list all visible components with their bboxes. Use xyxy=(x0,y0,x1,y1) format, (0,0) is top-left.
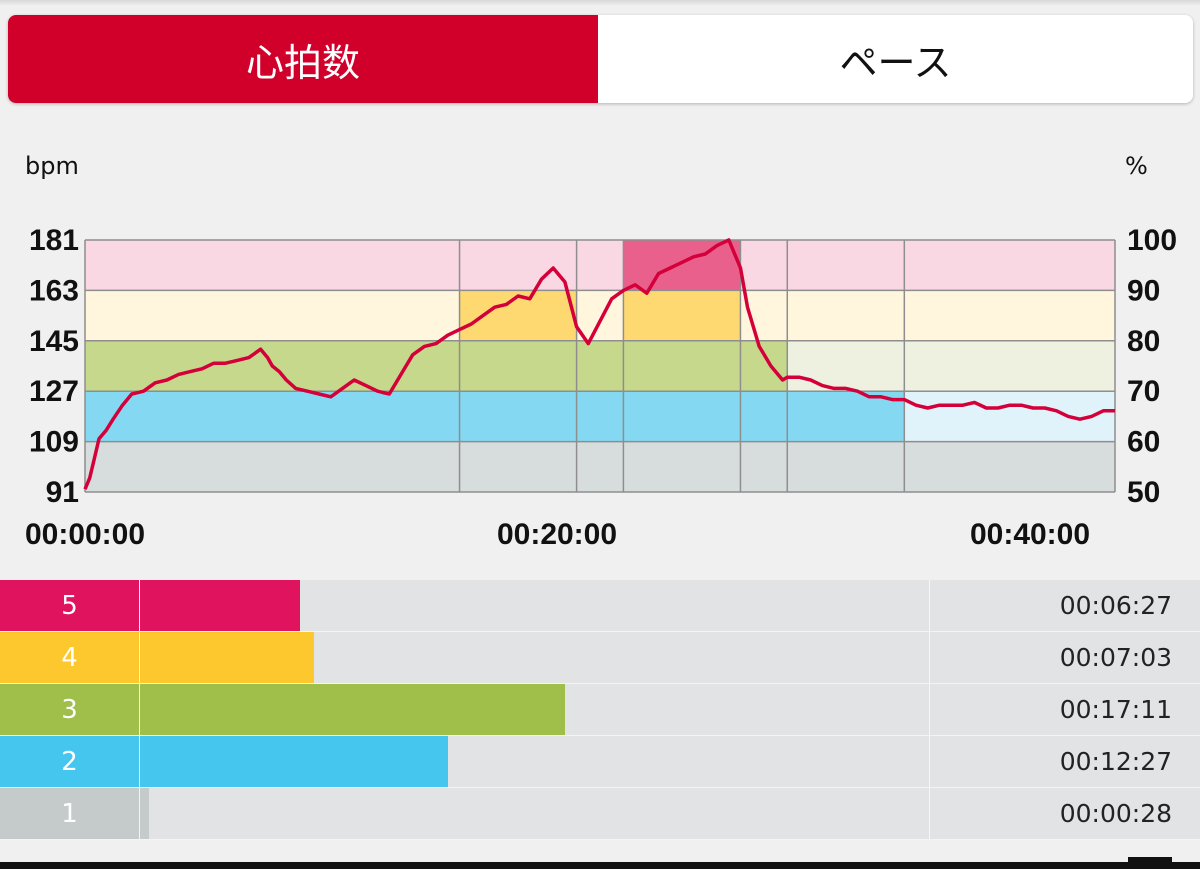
zone-number: 5 xyxy=(0,580,139,631)
zone-band xyxy=(740,441,788,492)
zone-separator xyxy=(139,580,140,631)
zone-row: 5 00:06:27 xyxy=(0,580,1200,632)
zone-band xyxy=(459,391,577,442)
zone-time-separator xyxy=(929,684,930,735)
zone-time-separator xyxy=(929,580,930,631)
zone-band xyxy=(576,441,624,492)
zone-separator xyxy=(139,684,140,735)
y2-tick-label: 80 xyxy=(1127,325,1160,358)
x-tick-label: 00:40:00 xyxy=(970,518,1090,551)
y-tick-label: 181 xyxy=(29,225,79,257)
left-axis-unit: bpm xyxy=(25,152,79,180)
zone-separator xyxy=(139,788,140,839)
zone-band xyxy=(904,240,1115,291)
y-tick-label: 109 xyxy=(29,426,79,459)
zone-band xyxy=(904,340,1115,392)
zone-row: 3 00:17:11 xyxy=(0,684,1200,736)
zone-band xyxy=(787,240,905,291)
zone-list: 5 00:06:27 4 00:07:03 3 00:17:11 2 00:12:27 1 00:… xyxy=(0,580,1200,840)
zone-band xyxy=(740,240,788,291)
zone-time: 00:17:11 xyxy=(1059,695,1172,724)
zone-band xyxy=(787,340,905,392)
zone-band xyxy=(623,340,741,392)
zone-time: 00:07:03 xyxy=(1059,643,1172,672)
zone-band xyxy=(623,391,741,442)
zone-time-separator xyxy=(929,736,930,787)
bottom-bar xyxy=(0,862,1200,869)
zone-row: 1 00:00:28 xyxy=(0,788,1200,840)
zone-band xyxy=(623,441,741,492)
y-tick-label: 127 xyxy=(29,375,79,408)
zone-bar xyxy=(140,684,565,735)
zone-band xyxy=(576,290,624,341)
zone-separator xyxy=(139,736,140,787)
zone-time: 00:06:27 xyxy=(1059,591,1172,620)
zone-band xyxy=(740,391,788,442)
zone-band xyxy=(904,290,1115,341)
tab-pace[interactable]: ペース xyxy=(598,15,1193,103)
heart-rate-chart: 181 163 145 127 109 91 100 90 80 70 60 50 00:00:00 00… xyxy=(25,225,1177,551)
y2-tick-label: 50 xyxy=(1127,476,1160,509)
zone-time-separator xyxy=(929,632,930,683)
y2-tick-label: 60 xyxy=(1127,426,1160,459)
zone-band xyxy=(904,391,1115,442)
zone-band xyxy=(85,441,460,492)
x-tick-label: 00:00:00 xyxy=(25,518,145,551)
right-axis-unit: % xyxy=(1125,152,1148,180)
zone-band xyxy=(459,441,577,492)
heart-rate-line xyxy=(83,238,1115,490)
zone-bar xyxy=(140,580,300,631)
zone-band xyxy=(85,391,460,442)
y-tick-label: 145 xyxy=(29,325,79,358)
zone-band xyxy=(85,290,460,341)
zone-bar xyxy=(140,788,149,839)
zone-number: 1 xyxy=(0,788,139,839)
zone-time: 00:12:27 xyxy=(1059,747,1172,776)
zone-band xyxy=(787,391,905,442)
zone-time: 00:00:28 xyxy=(1059,799,1172,828)
zone-band xyxy=(787,441,905,492)
x-tick-label: 00:20:00 xyxy=(497,518,617,551)
y2-tick-label: 100 xyxy=(1127,225,1177,257)
zone-separator xyxy=(139,632,140,683)
top-shadow xyxy=(0,0,1200,6)
y-tick-label: 91 xyxy=(46,476,79,509)
zone-row: 2 00:12:27 xyxy=(0,736,1200,788)
tab-heart-rate[interactable]: 心拍数 xyxy=(8,15,598,103)
y-tick-label: 163 xyxy=(29,274,79,307)
zone-band xyxy=(459,290,577,341)
bottom-bar-indicator xyxy=(1128,857,1172,863)
zone-bar xyxy=(140,736,448,787)
zone-bar xyxy=(140,632,314,683)
zone-number: 2 xyxy=(0,736,139,787)
y2-tick-label: 90 xyxy=(1127,274,1160,307)
zone-band xyxy=(576,340,624,392)
zone-time-separator xyxy=(929,788,930,839)
y2-tick-label: 70 xyxy=(1127,375,1160,408)
zone-band xyxy=(576,240,624,291)
zone-band xyxy=(904,441,1115,492)
zone-band xyxy=(787,290,905,341)
zone-band xyxy=(459,240,577,291)
zone-band xyxy=(623,240,741,291)
zone-band xyxy=(576,391,624,442)
zone-band xyxy=(740,340,788,392)
zone-number: 3 xyxy=(0,684,139,735)
zone-row: 4 00:07:03 xyxy=(0,632,1200,684)
metric-tabs: 心拍数 ペース xyxy=(8,15,1193,103)
zone-band xyxy=(623,290,741,341)
zone-number: 4 xyxy=(0,632,139,683)
zone-band xyxy=(459,340,577,392)
zone-band xyxy=(85,240,460,291)
